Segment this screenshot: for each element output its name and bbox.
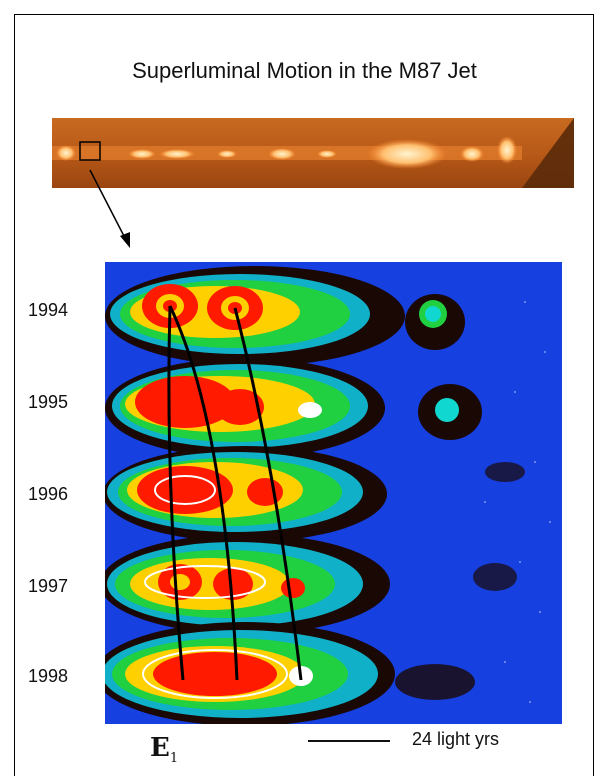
epoch-blob-1998 [105,622,395,724]
epoch-blob-1994 [105,266,405,366]
zoom-arrow [89,169,130,248]
epoch-blob-1996 [105,446,387,542]
year-label-1995: 1995 [28,392,69,412]
figure-title: Superluminal Motion in the M87 Jet [132,58,477,83]
year-label-1994: 1994 [28,300,69,320]
jet-image-strip [52,118,574,188]
knot-trajectories [167,305,303,681]
knot-label: E1 [150,733,179,767]
epoch-blob-1995 [105,358,385,458]
year-label-1997: 1997 [28,576,69,596]
year-label-1996: 1996 [28,484,69,504]
figure-frame [14,14,594,776]
scale-label: 24 light yrs [412,729,500,749]
year-label-1998: 1998 [28,666,69,686]
scale-bar [308,740,390,742]
epoch-blob-1997 [105,534,390,634]
knot-contour-panel [105,262,562,724]
